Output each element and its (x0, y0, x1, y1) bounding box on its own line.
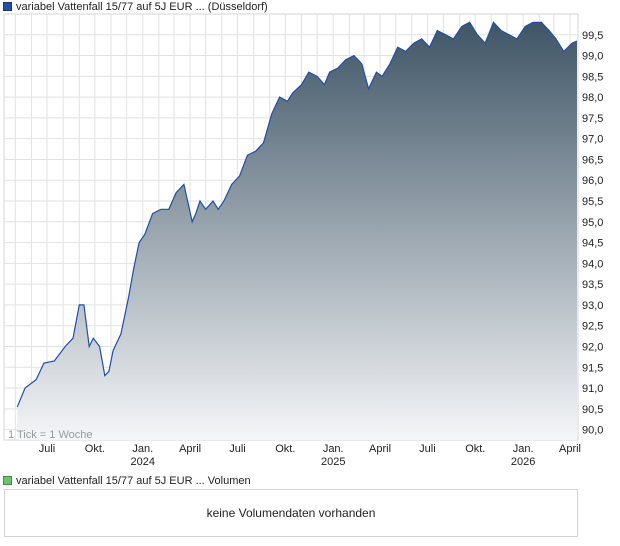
y-tick-label: 91,0 (582, 383, 603, 395)
x-tick-label: Jan. (323, 443, 344, 455)
x-tick-label: Okt. (275, 443, 295, 455)
x-tick-label: Okt. (85, 443, 105, 455)
y-tick-label: 95,5 (582, 196, 603, 208)
y-tick-label: 99,0 (582, 51, 603, 63)
x-tick-label: Juli (229, 443, 246, 455)
x-tick-year-label: 2026 (511, 456, 535, 468)
price-line (16, 21, 578, 408)
y-tick-label: 95,0 (582, 217, 603, 229)
price-chart: 90,0 90,5 91,0 91,5 92,0 92,5 93,0 93,5 94,0 94,5… (3, 13, 603, 468)
y-tick-label: 90,0 (582, 425, 603, 437)
volume-series-swatch-icon (3, 476, 12, 485)
x-tick-year-label: 2025 (321, 456, 345, 468)
y-axis: 90,0 90,5 91,0 91,5 92,0 92,5 93,0 93,5 94,0 94,5… (582, 30, 603, 437)
x-tick-label: April (559, 443, 581, 455)
y-tick-label: 93,0 (582, 300, 603, 312)
y-tick-label: 96,0 (582, 175, 603, 187)
y-tick-label: 90,5 (582, 404, 603, 416)
x-tick-label: April (179, 443, 201, 455)
no-volume-message: keine Volumendaten vorhanden (206, 506, 376, 520)
tick-interval-note: 1 Tick = 1 Woche (8, 429, 92, 441)
x-tick-label: April (369, 443, 391, 455)
x-tick-label: Jan. (513, 443, 534, 455)
price-series-swatch-icon (3, 2, 12, 11)
y-tick-label: 96,5 (582, 154, 603, 166)
price-area-fill (17, 22, 578, 441)
y-tick-label: 98,0 (582, 92, 603, 104)
x-tick-label: Jan. (132, 443, 153, 455)
y-tick-label: 93,5 (582, 279, 603, 291)
volume-legend-label: variabel Vattenfall 15/77 auf 5J EUR ...… (16, 475, 251, 487)
x-tick-year-label: 2024 (131, 456, 155, 468)
price-series (16, 21, 578, 441)
y-tick-label: 94,0 (582, 258, 603, 270)
x-tick-label: Juli (39, 443, 56, 455)
y-tick-label: 98,5 (582, 71, 603, 83)
y-tick-label: 97,0 (582, 134, 603, 146)
price-legend: variabel Vattenfall 15/77 auf 5J EUR ...… (3, 1, 268, 13)
y-tick-label: 92,0 (582, 341, 603, 353)
y-tick-label: 99,5 (582, 30, 603, 42)
y-tick-label: 94,5 (582, 238, 603, 250)
y-tick-label: 91,5 (582, 362, 603, 374)
y-tick-label: 97,5 (582, 113, 603, 125)
x-tick-label: Juli (419, 443, 436, 455)
volume-panel: keine Volumendaten vorhanden (4, 489, 578, 537)
x-tick-label: Okt. (465, 443, 485, 455)
y-tick-label: 92,5 (582, 321, 603, 333)
volume-legend: variabel Vattenfall 15/77 auf 5J EUR ...… (3, 475, 251, 487)
price-legend-label: variabel Vattenfall 15/77 auf 5J EUR ...… (16, 1, 268, 13)
